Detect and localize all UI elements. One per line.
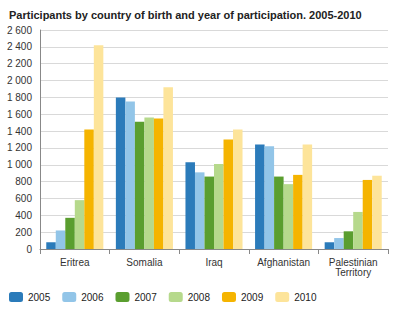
svg-text:Palestinian: Palestinian — [328, 256, 378, 268]
svg-text:2006: 2006 — [81, 292, 104, 303]
svg-text:1 000: 1 000 — [7, 159, 32, 170]
svg-text:600: 600 — [15, 193, 32, 204]
svg-text:0: 0 — [26, 244, 32, 255]
svg-text:Eritrea: Eritrea — [60, 257, 90, 268]
svg-text:800: 800 — [15, 176, 32, 187]
svg-text:Participants by country of bir: Participants by country of birth and yea… — [9, 9, 362, 21]
svg-text:2 600: 2 600 — [7, 25, 32, 36]
svg-text:1 400: 1 400 — [7, 126, 32, 137]
svg-text:2007: 2007 — [134, 292, 157, 303]
svg-text:2 200: 2 200 — [7, 58, 32, 69]
svg-text:2 000: 2 000 — [7, 75, 32, 86]
svg-text:Iraq: Iraq — [205, 257, 222, 268]
svg-text:2008: 2008 — [188, 292, 211, 303]
svg-text:1 800: 1 800 — [7, 92, 32, 103]
svg-text:1 600: 1 600 — [7, 109, 32, 120]
svg-text:Territory: Territory — [335, 267, 371, 278]
svg-text:400: 400 — [15, 210, 32, 221]
svg-text:2 400: 2 400 — [7, 41, 32, 52]
svg-text:2010: 2010 — [294, 292, 317, 303]
svg-text:2005: 2005 — [28, 292, 51, 303]
svg-text:Somalia: Somalia — [126, 257, 163, 268]
svg-text:Afghanistan: Afghanistan — [257, 257, 310, 268]
svg-text:1 200: 1 200 — [7, 142, 32, 153]
svg-text:200: 200 — [15, 227, 32, 238]
svg-text:2009: 2009 — [241, 292, 264, 303]
